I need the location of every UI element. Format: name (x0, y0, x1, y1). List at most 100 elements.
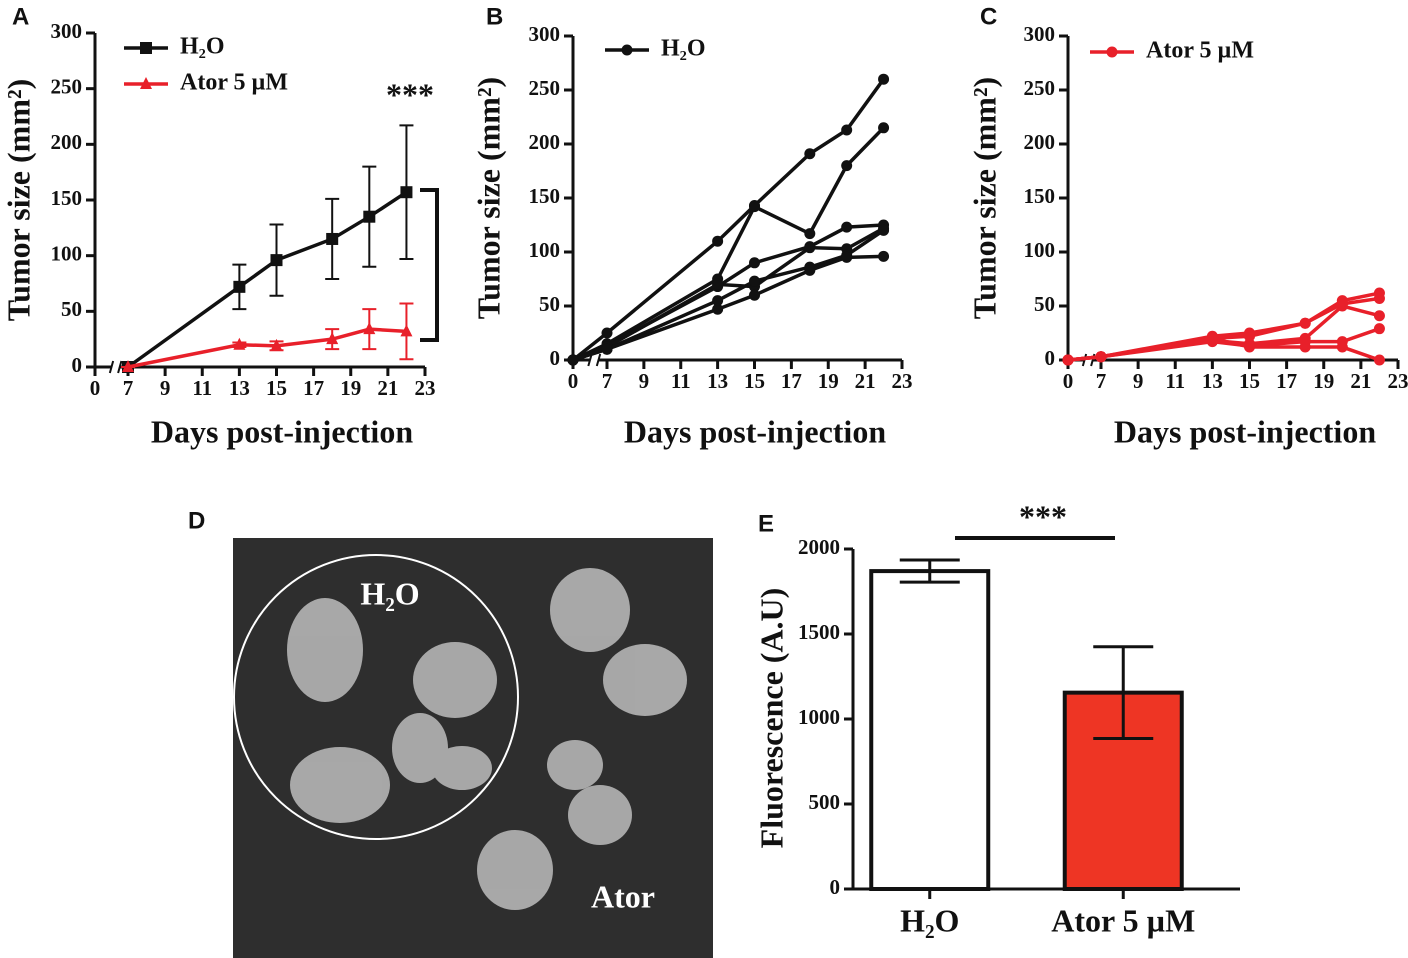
marker (233, 337, 246, 350)
series-line (1067, 291, 1380, 362)
marker (567, 354, 579, 366)
x-tick-label: 17 (303, 376, 324, 400)
panel-label: B (486, 3, 503, 30)
marker (712, 278, 724, 290)
x-tick-label: 17 (1276, 369, 1297, 393)
circle-outline (233, 554, 519, 840)
marker (601, 343, 613, 355)
series-line (1067, 304, 1380, 362)
marker (878, 73, 890, 85)
y-tick-label: 0 (830, 875, 841, 899)
marker (1336, 341, 1348, 353)
marker (749, 257, 760, 269)
marker (749, 275, 760, 287)
x-tick-label: 0 (90, 376, 101, 400)
y-tick-label: 100 (529, 238, 561, 262)
x-tick-label: 13 (229, 376, 250, 400)
marker (122, 360, 134, 372)
marker (1062, 354, 1074, 366)
marker (1373, 354, 1385, 366)
y-tick-label: 0 (550, 346, 561, 370)
marker (878, 250, 890, 262)
y-tick-label: 200 (51, 130, 83, 154)
error-bar (899, 558, 960, 584)
marker (400, 186, 413, 199)
marker (749, 289, 760, 301)
y-tick-label: 500 (809, 790, 841, 814)
marker (1373, 292, 1385, 304)
x-tick-label: 23 (892, 369, 913, 393)
x-tick-label: 9 (160, 376, 171, 400)
y-tick-label: 300 (51, 19, 83, 43)
marker (841, 221, 853, 233)
marker (1206, 332, 1218, 344)
y-tick-label: 0 (1045, 346, 1056, 370)
x-tick-label: 15 (1239, 369, 1260, 393)
y-tick-label: 150 (529, 184, 561, 208)
marker (400, 324, 413, 337)
axis-break (108, 360, 115, 374)
tissue (568, 785, 632, 845)
x-tick-label: 19 (1313, 369, 1334, 393)
marker (841, 251, 853, 263)
y-tick-label: 150 (1024, 184, 1056, 208)
series-line (127, 327, 407, 369)
tissue (603, 644, 687, 716)
marker (140, 77, 152, 89)
marker (878, 122, 890, 134)
marker (363, 322, 376, 335)
x-axis-label: Days post-injection (624, 413, 886, 449)
marker (140, 42, 152, 54)
panel-label: A (12, 3, 29, 30)
y-tick-label: 50 (61, 297, 82, 321)
y-tick-label: 150 (51, 186, 83, 210)
marker (233, 280, 246, 293)
y-axis-label: Tumor size (mm²) (0, 79, 36, 321)
y-tick-label: 250 (1024, 76, 1056, 100)
x-tick-label: 7 (123, 376, 134, 400)
x-tick-label: 21 (855, 369, 876, 393)
y-tick-label: 50 (1034, 292, 1055, 316)
marker (326, 332, 339, 345)
marker (712, 235, 724, 247)
series-line (126, 190, 408, 369)
series-line (572, 254, 884, 362)
panel-label: E (758, 510, 774, 537)
x-tick-label: 13 (707, 369, 728, 393)
x-tick-label: H₂O (900, 902, 959, 938)
marker (804, 148, 816, 160)
marker (270, 254, 283, 267)
marker (270, 338, 283, 351)
marker (841, 160, 853, 172)
x-tick-label: 21 (1350, 369, 1371, 393)
x-tick-label: 7 (602, 369, 613, 393)
x-axis-label: Days post-injection (1114, 413, 1376, 449)
error-bar (1093, 645, 1154, 741)
x-tick-label: 9 (1133, 369, 1144, 393)
x-tick-label: 19 (818, 369, 839, 393)
marker (1106, 46, 1118, 58)
x-axis-label: Days post-injection (151, 413, 413, 449)
tissue (287, 598, 363, 702)
x-tick-label: 7 (1096, 369, 1107, 393)
x-tick-label: 19 (340, 376, 361, 400)
y-tick-label: 1500 (798, 620, 840, 644)
y-axis-label: Tumor size (mm²) (966, 77, 1002, 319)
marker (804, 264, 816, 276)
marker (1244, 341, 1255, 353)
x-tick-label: 23 (1388, 369, 1408, 393)
marker (1336, 300, 1348, 312)
axis-break (595, 353, 602, 367)
y-tick-label: 300 (529, 22, 561, 46)
x-tick-label: 21 (377, 376, 398, 400)
y-tick-label: 300 (1024, 22, 1056, 46)
annotation: *** (386, 76, 434, 112)
marker (1299, 341, 1311, 353)
y-tick-label: 200 (529, 130, 561, 154)
legend-label: H₂O (661, 36, 706, 62)
annotation: *** (1019, 498, 1067, 534)
marker (804, 242, 816, 254)
tissue (290, 747, 390, 823)
tissue (477, 830, 553, 910)
